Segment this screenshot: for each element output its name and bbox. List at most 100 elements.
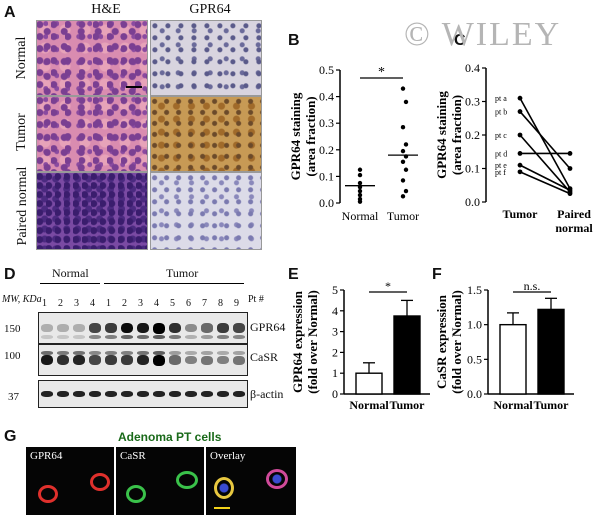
col-header-gpr64: GPR64	[189, 2, 231, 17]
blot-band	[89, 391, 101, 397]
band-label-actin: β-actin	[250, 387, 284, 401]
blot-band	[137, 335, 149, 339]
blot-group-normal: Normal	[52, 266, 89, 280]
overlay-cell-1	[214, 477, 234, 499]
micrograph-he-paired-normal	[36, 172, 148, 250]
blot-band	[169, 391, 181, 397]
chart-c-series-line	[519, 171, 571, 195]
row-label-paired-normal: Paired normal	[15, 166, 30, 246]
blot-band	[169, 351, 181, 355]
blot-band	[153, 354, 165, 366]
blot-band	[185, 323, 197, 333]
blot-band	[121, 351, 133, 355]
blot-band	[217, 355, 229, 365]
blot-band	[233, 391, 245, 397]
chart-f-xtick-label: Tumor	[534, 398, 570, 412]
mw-marker-37: 37	[8, 391, 19, 403]
chart-b-point	[357, 172, 363, 178]
chart-b-point	[357, 192, 363, 198]
chart-c-point	[567, 187, 573, 193]
chart-f-ytick-label: 0.0	[467, 387, 482, 401]
chart-c-series-line	[519, 97, 571, 189]
blot-band	[73, 354, 85, 366]
chart-c-series-label: pt b	[495, 108, 507, 117]
mw-label: MW, KDa	[2, 294, 42, 305]
fluo-casr-label: CaSR	[120, 450, 146, 462]
blot-bracket-normal	[40, 283, 100, 284]
chart-c-point	[517, 169, 523, 175]
chart-e-sig-label: *	[385, 282, 391, 293]
blot-gpr64	[38, 312, 248, 344]
blot-band	[137, 322, 149, 334]
blot-band	[169, 322, 181, 334]
fluo-gpr64: GPR64	[26, 447, 114, 515]
blot-band	[105, 351, 117, 355]
blot-band	[137, 391, 149, 397]
chart-b-ylabel: GPR64 staining(area fraction)	[288, 92, 318, 180]
chart-c-series-line	[519, 134, 571, 193]
chart-c-ytick-label: 0.2	[465, 128, 480, 142]
blot-lane-number: 6	[186, 298, 191, 309]
chart-c-ytick-label: 0.4	[465, 61, 480, 75]
blot-band	[169, 355, 181, 365]
micrograph-gpr64-paired-normal	[150, 172, 262, 250]
chart-b-point	[400, 124, 406, 130]
micrograph-gpr64-tumor	[150, 96, 262, 172]
blot-band	[73, 335, 85, 339]
row-label-normal: Normal	[14, 36, 29, 80]
chart-f-bar	[499, 323, 527, 395]
chart-c-point	[567, 166, 573, 171]
blot-band	[57, 391, 69, 397]
blot-lane-number: 4	[154, 298, 159, 309]
chart-b-point	[400, 178, 406, 183]
blot-band	[41, 335, 53, 339]
chart-b-xtick-label: Normal	[342, 209, 379, 223]
chart-b-sig-label: *	[378, 65, 385, 80]
blot-lane-number: 5	[170, 298, 175, 309]
blot-band	[57, 351, 69, 355]
chart-e-ytick-label: 1	[332, 366, 338, 380]
chart-b-ytick-label: 0.3	[319, 116, 334, 130]
chart-c-series-label: pt f	[495, 168, 506, 177]
chart-e-ytick-label: 2	[332, 345, 338, 359]
blot-band	[233, 323, 245, 333]
chart-c-ytick-label: 0.1	[465, 162, 480, 176]
scale-bar-a	[126, 86, 142, 88]
blot-band	[185, 335, 197, 339]
blot-band	[105, 335, 117, 339]
chart-b: GPR64 staining(area fraction) 0.0 0.1 0.2 0.…	[288, 63, 419, 223]
pt-label: Pt #	[248, 294, 264, 305]
blot-band	[57, 335, 69, 339]
chart-b-ytick-label: 0.1	[319, 169, 334, 183]
chart-c-series-label: pt d	[495, 149, 507, 158]
chart-e-ylabel: GPR64 expression(fold over Normal)	[290, 290, 320, 394]
chart-b-point	[357, 167, 363, 172]
chart-e-ytick-label: 0	[332, 387, 338, 401]
chart-c-point	[517, 95, 523, 101]
band-label-gpr64: GPR64	[250, 320, 286, 334]
blot-band	[89, 335, 101, 339]
blot-lane-number: 1	[42, 298, 47, 309]
blot-lane-number: 8	[218, 298, 223, 309]
chart-b-point	[403, 188, 409, 194]
blot-band	[153, 391, 165, 397]
chart-e-ytick-label: 3	[332, 325, 338, 339]
mw-marker-150: 150	[4, 323, 21, 335]
red-cell-1	[38, 485, 58, 503]
blot-band	[233, 351, 245, 355]
blot-actin	[38, 380, 248, 408]
blot-band	[121, 335, 133, 339]
blot-band	[233, 335, 245, 339]
blot-lane-number: 7	[202, 298, 207, 309]
chart-f-ytick-label: 1.5	[467, 283, 482, 297]
chart-b-point	[403, 142, 409, 147]
blot-band	[73, 324, 85, 332]
chart-c-series-line	[519, 164, 571, 191]
blot-band	[105, 391, 117, 397]
blot-casr	[38, 344, 248, 376]
blot-band	[89, 351, 101, 355]
blot-band	[217, 351, 229, 355]
chart-e-ytick-label: 4	[332, 304, 338, 318]
blot-band	[185, 351, 197, 355]
blot-bracket-tumor	[104, 283, 244, 284]
